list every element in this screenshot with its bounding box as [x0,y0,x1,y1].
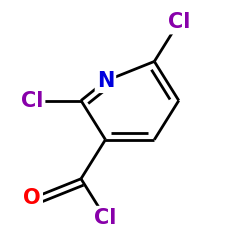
Text: Cl: Cl [94,208,117,228]
Text: N: N [97,71,114,91]
Text: Cl: Cl [21,90,43,110]
Text: Cl: Cl [168,12,190,32]
Text: O: O [23,188,41,208]
